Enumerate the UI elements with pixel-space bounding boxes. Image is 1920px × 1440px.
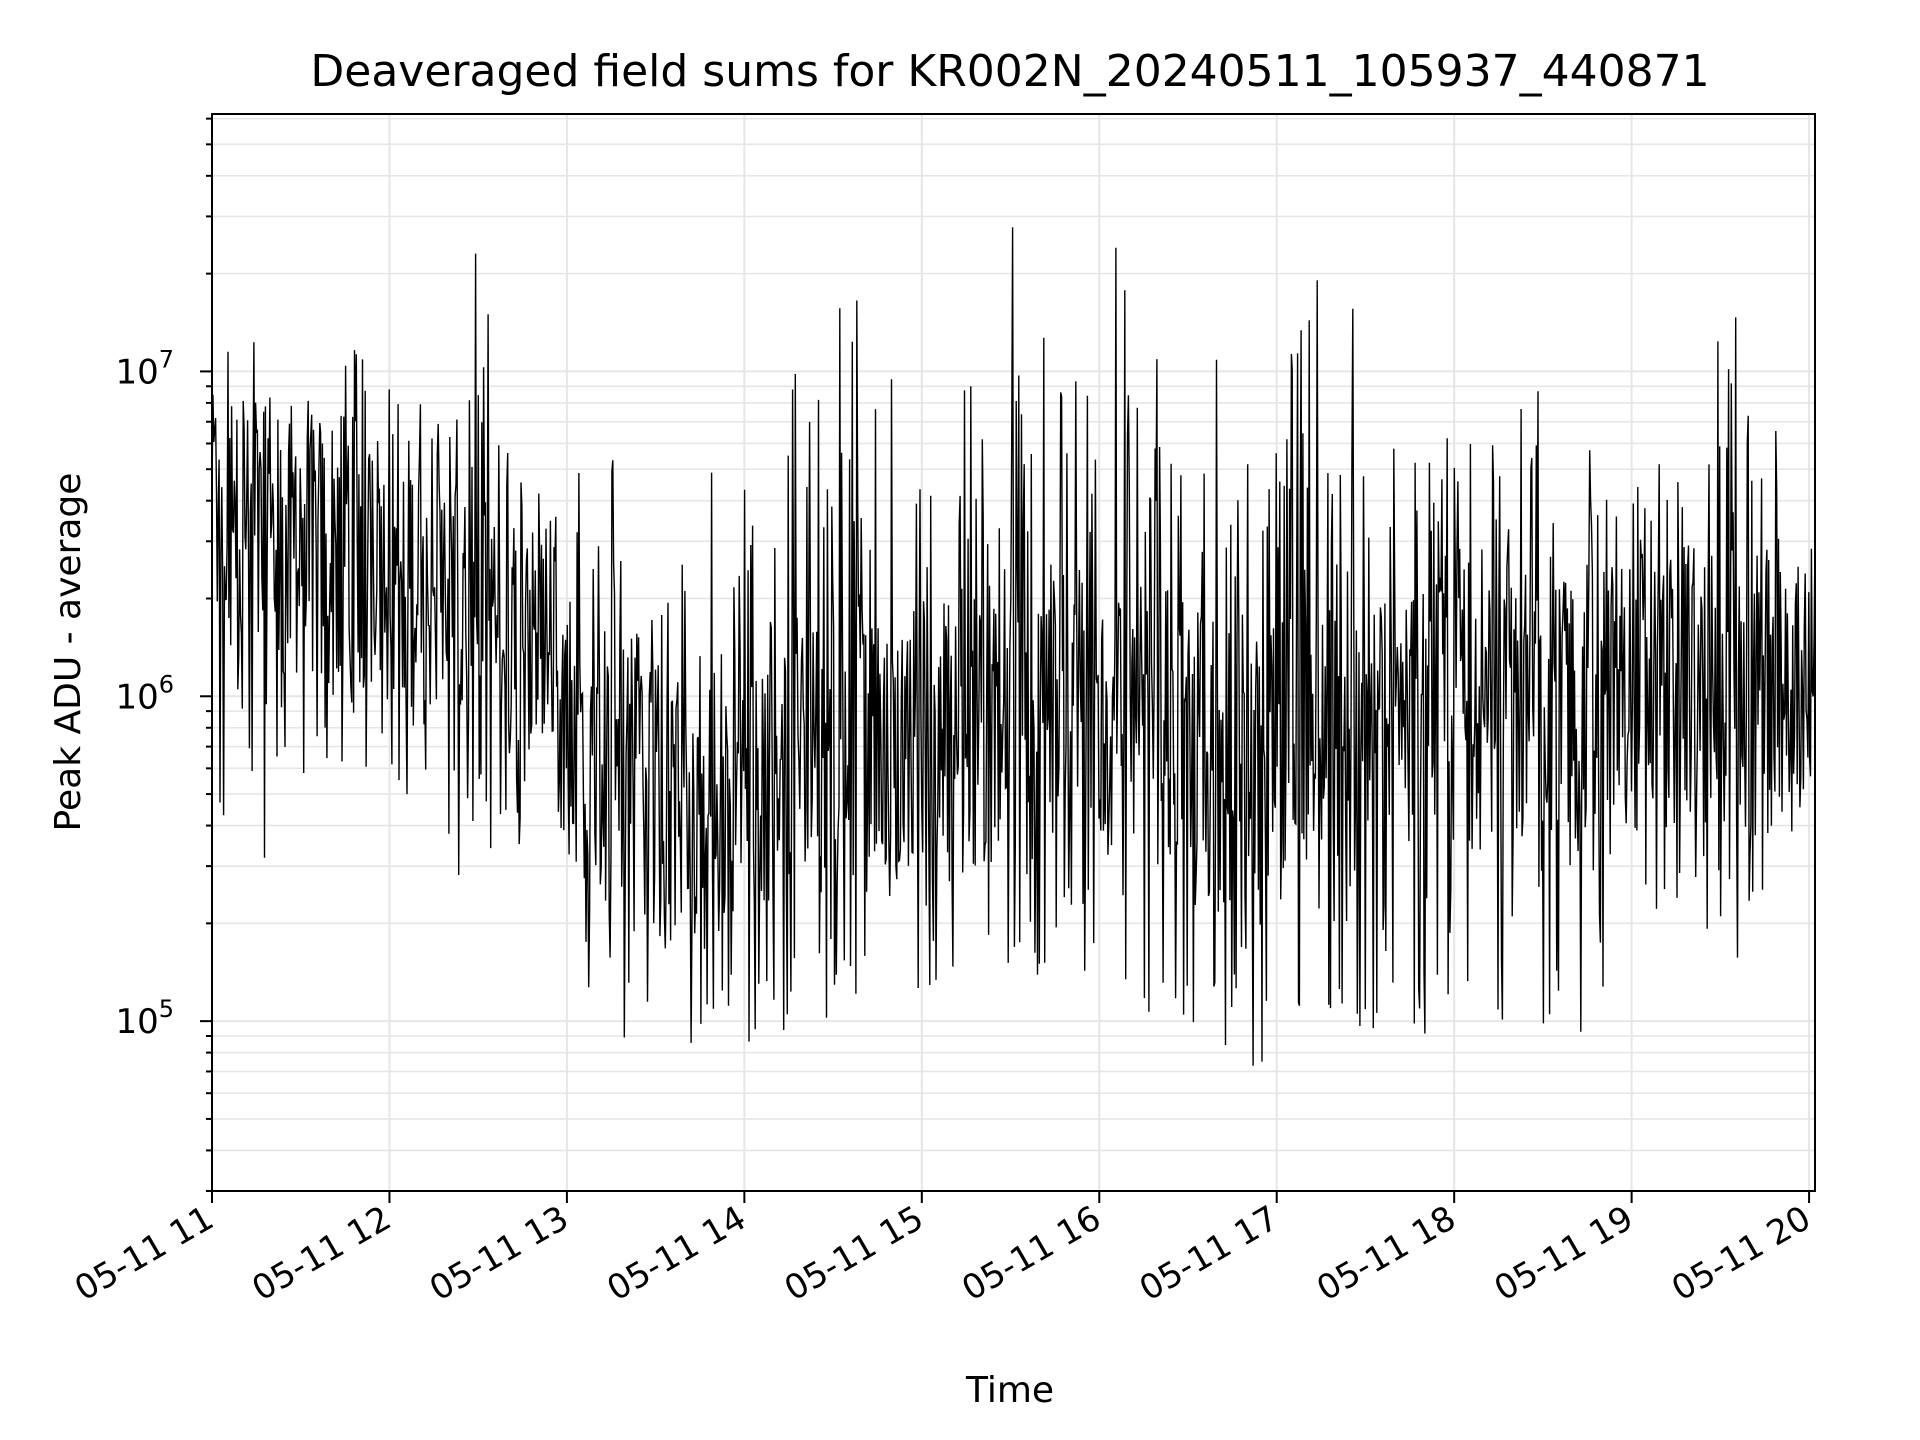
x-tick-label: 05-11 13	[423, 1198, 575, 1309]
x-tick-label: 05-11 18	[1310, 1198, 1462, 1309]
chart-title: Deaveraged field sums for KR002N_2024051…	[310, 46, 1709, 97]
y-tick-label: 105	[115, 995, 174, 1042]
x-axis: 05-11 11 05-11 12 05-11 13 05-11 14 05-11 15…	[68, 1191, 1818, 1309]
x-tick-label: 05-11 20	[1665, 1198, 1817, 1309]
x-tick-label: 05-11 12	[246, 1198, 398, 1309]
plot-frame	[211, 113, 1816, 1192]
y-axis: 105 106 107	[115, 117, 212, 1192]
x-tick-label: 05-11 14	[600, 1198, 752, 1309]
y-axis-label: Peak ADU - average	[48, 473, 89, 832]
x-tick-label: 05-11 19	[1488, 1198, 1640, 1309]
y-tick-label: 107	[115, 345, 174, 392]
x-tick-label: 05-11 16	[955, 1198, 1107, 1309]
y-tick-label: 106	[115, 670, 174, 717]
x-tick-label: 05-11 11	[68, 1198, 220, 1309]
series-line	[211, 227, 1816, 1066]
series-layer	[211, 227, 1816, 1066]
x-tick-label: 05-11 17	[1133, 1198, 1285, 1309]
x-tick-label: 05-11 15	[778, 1198, 930, 1309]
x-axis-label: Time	[965, 1370, 1054, 1411]
